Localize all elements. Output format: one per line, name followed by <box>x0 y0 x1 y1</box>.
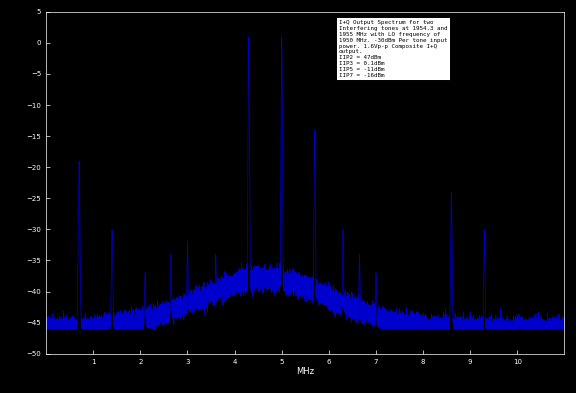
X-axis label: MHz: MHz <box>296 367 314 376</box>
Text: I+Q Output Spectrum for two
Interfering tones at 1954.3 and
1955 MHz with LO fre: I+Q Output Spectrum for two Interfering … <box>339 20 448 77</box>
